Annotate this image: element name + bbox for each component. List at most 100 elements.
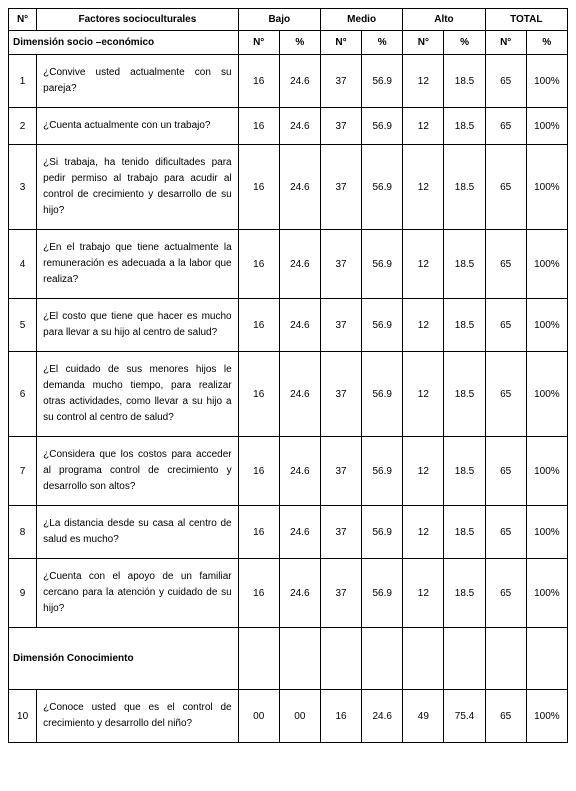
total-n: 65 — [485, 690, 526, 743]
header-factor: Factores socioculturales — [37, 9, 238, 31]
header-total: TOTAL — [485, 9, 567, 31]
row-question: ¿Considera que los costos para acceder a… — [37, 437, 238, 506]
bajo-n: 16 — [238, 352, 279, 437]
subheader-pct: % — [362, 31, 403, 55]
empty-cell — [279, 628, 320, 690]
total-n: 65 — [485, 108, 526, 145]
bajo-n: 16 — [238, 55, 279, 108]
medio-pct: 56.9 — [362, 108, 403, 145]
row-question: ¿El costo que tiene que hacer es mucho p… — [37, 299, 238, 352]
table-row: 9¿Cuenta con el apoyo de un familiar cer… — [9, 559, 568, 628]
row-question: ¿Cuenta con el apoyo de un familiar cerc… — [37, 559, 238, 628]
total-n: 65 — [485, 299, 526, 352]
row-number: 7 — [9, 437, 37, 506]
total-n: 65 — [485, 55, 526, 108]
row-number: 6 — [9, 352, 37, 437]
table-row: 4¿En el trabajo que tiene actualmente la… — [9, 230, 568, 299]
bajo-pct: 24.6 — [279, 437, 320, 506]
total-pct: 100% — [526, 230, 567, 299]
row-question: ¿Si trabaja, ha tenido dificultades para… — [37, 145, 238, 230]
medio-n: 37 — [320, 230, 361, 299]
bajo-pct: 24.6 — [279, 352, 320, 437]
total-pct: 100% — [526, 55, 567, 108]
bajo-pct: 24.6 — [279, 299, 320, 352]
medio-n: 37 — [320, 55, 361, 108]
table-row: 2¿Cuenta actualmente con un trabajo?1624… — [9, 108, 568, 145]
total-n: 65 — [485, 506, 526, 559]
table-row: 1¿Convive usted actualmente con su parej… — [9, 55, 568, 108]
medio-pct: 56.9 — [362, 230, 403, 299]
row-number: 5 — [9, 299, 37, 352]
row-number: 2 — [9, 108, 37, 145]
alto-n: 12 — [403, 559, 444, 628]
bajo-n: 16 — [238, 145, 279, 230]
subheader-n: N° — [403, 31, 444, 55]
section-label: Dimensión Conocimiento — [9, 628, 239, 690]
alto-n: 49 — [403, 690, 444, 743]
bajo-n: 00 — [238, 690, 279, 743]
bajo-pct: 00 — [279, 690, 320, 743]
bajo-n: 16 — [238, 108, 279, 145]
header-alto: Alto — [403, 9, 485, 31]
alto-pct: 18.5 — [444, 437, 485, 506]
empty-cell — [485, 628, 526, 690]
alto-pct: 18.5 — [444, 145, 485, 230]
alto-n: 12 — [403, 145, 444, 230]
medio-n: 37 — [320, 108, 361, 145]
alto-n: 12 — [403, 437, 444, 506]
section-label: Dimensión socio –económico — [9, 31, 239, 55]
total-pct: 100% — [526, 506, 567, 559]
row-number: 10 — [9, 690, 37, 743]
table-row: 8¿La distancia desde su casa al centro d… — [9, 506, 568, 559]
section-conocimiento: Dimensión Conocimiento — [9, 628, 568, 690]
empty-cell — [238, 628, 279, 690]
bajo-n: 16 — [238, 506, 279, 559]
row-question: ¿La distancia desde su casa al centro de… — [37, 506, 238, 559]
alto-n: 12 — [403, 230, 444, 299]
alto-pct: 18.5 — [444, 506, 485, 559]
header-num: N° — [9, 9, 37, 31]
alto-pct: 75.4 — [444, 690, 485, 743]
empty-cell — [320, 628, 361, 690]
subheader-n: N° — [485, 31, 526, 55]
table-row: 6¿El cuidado de sus menores hijos le dem… — [9, 352, 568, 437]
medio-n: 37 — [320, 437, 361, 506]
medio-n: 37 — [320, 506, 361, 559]
subheader-n: N° — [238, 31, 279, 55]
medio-n: 37 — [320, 299, 361, 352]
medio-pct: 24.6 — [362, 690, 403, 743]
empty-cell — [444, 628, 485, 690]
bajo-pct: 24.6 — [279, 559, 320, 628]
total-pct: 100% — [526, 437, 567, 506]
subheader-n: N° — [320, 31, 361, 55]
medio-n: 37 — [320, 559, 361, 628]
bajo-pct: 24.6 — [279, 108, 320, 145]
row-question: ¿En el trabajo que tiene actualmente la … — [37, 230, 238, 299]
medio-pct: 56.9 — [362, 145, 403, 230]
alto-n: 12 — [403, 299, 444, 352]
alto-pct: 18.5 — [444, 299, 485, 352]
total-n: 65 — [485, 145, 526, 230]
medio-n: 37 — [320, 145, 361, 230]
header-medio: Medio — [320, 9, 402, 31]
subheader-pct: % — [526, 31, 567, 55]
bajo-n: 16 — [238, 437, 279, 506]
table-body: Dimensión socio –económicoN°%N°%N°%N°%1¿… — [9, 31, 568, 743]
total-pct: 100% — [526, 690, 567, 743]
medio-pct: 56.9 — [362, 299, 403, 352]
bajo-pct: 24.6 — [279, 145, 320, 230]
bajo-pct: 24.6 — [279, 55, 320, 108]
bajo-n: 16 — [238, 299, 279, 352]
row-question: ¿Convive usted actualmente con su pareja… — [37, 55, 238, 108]
total-n: 65 — [485, 230, 526, 299]
bajo-n: 16 — [238, 559, 279, 628]
table-row: 5¿El costo que tiene que hacer es mucho … — [9, 299, 568, 352]
factors-table: N° Factores socioculturales Bajo Medio A… — [8, 8, 568, 743]
alto-pct: 18.5 — [444, 55, 485, 108]
bajo-pct: 24.6 — [279, 230, 320, 299]
table-row: 3¿Si trabaja, ha tenido dificultades par… — [9, 145, 568, 230]
row-number: 8 — [9, 506, 37, 559]
bajo-n: 16 — [238, 230, 279, 299]
empty-cell — [362, 628, 403, 690]
medio-pct: 56.9 — [362, 506, 403, 559]
